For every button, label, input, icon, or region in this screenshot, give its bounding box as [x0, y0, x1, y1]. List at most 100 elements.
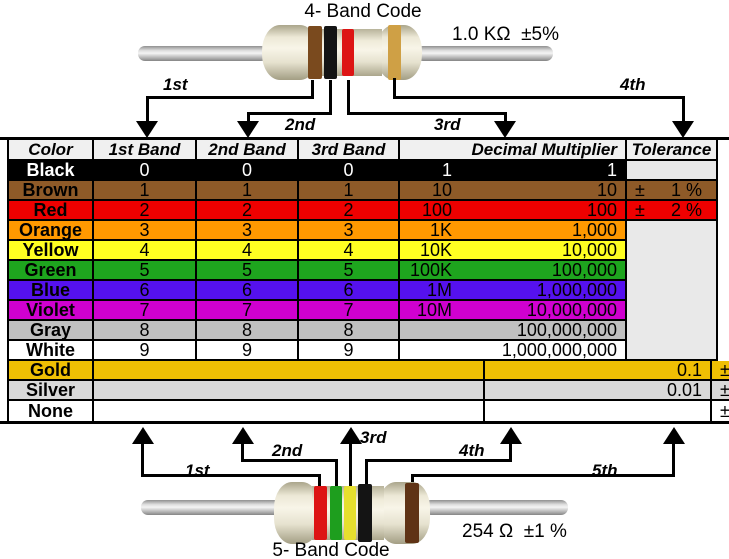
band2-value: 7 — [197, 301, 299, 321]
arrow-line — [509, 444, 512, 462]
arrow-line — [411, 474, 675, 477]
multiplier-prefix: 1K — [429, 221, 452, 240]
arrow-label-1st: 1st — [185, 461, 210, 480]
arrow-head-icon — [232, 427, 254, 444]
band2-value: 0 — [197, 161, 299, 181]
multiplier-full: 100 — [586, 201, 617, 220]
color-code-table: Color 1st Band 2nd Band 3rd Band Decimal… — [7, 140, 729, 421]
multiplier-full: 10,000,000 — [526, 301, 617, 320]
tolerance-empty — [627, 341, 716, 361]
tolerance-empty — [627, 161, 716, 181]
band2-value: 2 — [197, 201, 299, 221]
band2-value: 3 — [197, 221, 299, 241]
plus-minus-sign: ± — [720, 401, 729, 421]
color-name: Silver — [9, 381, 94, 401]
resistor-cap-right — [378, 482, 430, 544]
table-bottom-border — [0, 421, 729, 424]
multiplier-full: 1 — [606, 161, 617, 180]
five-band-code-title: 5- Band Code — [272, 540, 390, 559]
table-header-row: Color 1st Band 2nd Band 3rd Band Decimal… — [9, 140, 716, 161]
table-row-blue: Blue 6 6 6 1M 1,000,000 — [9, 281, 716, 301]
table-row-green: Green 5 5 5 100K 100,000 — [9, 261, 716, 281]
multiplier-prefix: 10K — [419, 241, 452, 260]
band-brown-icon — [308, 26, 322, 79]
header-1st-band: 1st Band — [94, 140, 197, 161]
header-tolerance: Tolerance — [627, 140, 716, 161]
color-name: Gray — [9, 321, 94, 341]
table-top-border — [0, 137, 729, 140]
band3-value: 5 — [299, 261, 400, 281]
band-black-icon — [358, 484, 372, 542]
band1-value: 0 — [94, 161, 197, 181]
color-name: Black — [9, 161, 94, 181]
tolerance-percent: 1 % — [670, 181, 702, 200]
resistor-lead-left — [138, 46, 268, 61]
multiplier-value: 10 10 — [400, 181, 627, 201]
arrow-label-4th: 4th — [459, 441, 485, 460]
band2-value: 1 — [197, 181, 299, 201]
bands-merged-empty — [94, 401, 485, 421]
color-name: Yellow — [9, 241, 94, 261]
tolerance-empty — [627, 241, 716, 261]
multiplier-full: 100,000,000 — [516, 321, 617, 340]
arrow-line — [241, 444, 244, 462]
header-decimal-multiplier: Decimal Multiplier — [400, 140, 627, 161]
multiplier-value: 100 100 — [400, 201, 627, 221]
band3-value: 0 — [299, 161, 400, 181]
band-yellow-icon — [344, 486, 356, 540]
color-name: Violet — [9, 301, 94, 321]
table-row-yellow: Yellow 4 4 4 10K 10,000 — [9, 241, 716, 261]
multiplier-prefix: 10 — [431, 181, 452, 200]
resistor-lead-right — [424, 500, 568, 515]
tolerance-empty — [627, 321, 716, 341]
resistor-lead-left — [141, 500, 281, 515]
arrow-line — [504, 112, 507, 123]
band1-value: 8 — [94, 321, 197, 341]
band-red-icon — [342, 29, 354, 76]
band3-value: 3 — [299, 221, 400, 241]
table-row-none: None ±20 % — [9, 401, 729, 421]
multiplier-full: 0.01 — [666, 381, 702, 400]
band2-value: 6 — [197, 281, 299, 301]
multiplier-value: 0.01 — [485, 381, 712, 401]
table-row-gold: Gold 0.1 ±5 % — [9, 361, 729, 381]
band2-value: 4 — [197, 241, 299, 261]
band3-value: 8 — [299, 321, 400, 341]
band1-value: 3 — [94, 221, 197, 241]
multiplier-prefix: 100 — [421, 201, 452, 220]
color-name: Blue — [9, 281, 94, 301]
arrow-head-icon — [132, 427, 154, 444]
arrow-line — [146, 96, 314, 99]
arrow-line — [335, 459, 338, 486]
multiplier-full: 1,000 — [571, 221, 617, 240]
arrow-label-2nd: 2nd — [272, 441, 303, 460]
arrow-line — [672, 444, 675, 477]
top-resistor-value: 1.0 KΩ ±5% — [452, 24, 560, 45]
multiplier-prefix: 1M — [426, 281, 452, 300]
tolerance-percent: 2 % — [670, 201, 702, 220]
multiplier-full: 100,000 — [551, 261, 617, 280]
tolerance-empty — [627, 301, 716, 321]
table-row-orange: Orange 3 3 3 1K 1,000 — [9, 221, 716, 241]
tolerance-value: ±2 % — [627, 201, 716, 221]
band3-value: 1 — [299, 181, 400, 201]
band2-value: 5 — [197, 261, 299, 281]
table-row-gray: Gray 8 8 8 100,000,000 — [9, 321, 716, 341]
arrow-head-icon — [494, 121, 516, 138]
arrow-label-2nd: 2nd — [285, 115, 316, 134]
multiplier-full: 1,000,000,000 — [501, 341, 617, 360]
arrow-line — [682, 96, 685, 123]
table-row-white: White 9 9 9 1,000,000,000 — [9, 341, 716, 361]
arrow-label-1st: 1st — [163, 75, 188, 94]
color-name: Orange — [9, 221, 94, 241]
band-red-icon — [314, 486, 327, 540]
arrow-line — [247, 112, 332, 115]
band3-value: 6 — [299, 281, 400, 301]
band1-value: 6 — [94, 281, 197, 301]
arrow-line — [393, 96, 685, 99]
band1-value: 2 — [94, 201, 197, 221]
table-row-red: Red 2 2 2 100 100 ±2 % — [9, 201, 716, 221]
arrow-line — [365, 459, 368, 486]
